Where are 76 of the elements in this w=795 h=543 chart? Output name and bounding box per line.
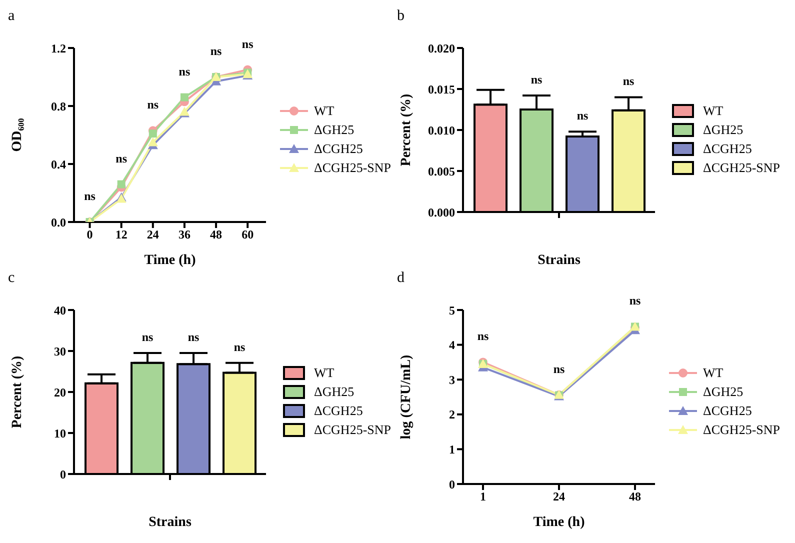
y-tick-label: 0.4 xyxy=(51,157,66,172)
data-label: ns xyxy=(576,108,589,123)
x-axis-title: Time (h) xyxy=(533,515,586,530)
legend-label: ΔCGH25 xyxy=(314,402,363,418)
y-tick-label: 0.010 xyxy=(428,123,455,138)
y-tick-label: 0 xyxy=(449,477,455,492)
y-tick-label: 4 xyxy=(449,338,455,352)
chart-title: d xyxy=(397,270,404,287)
y-tick-label: 0.000 xyxy=(428,205,455,220)
text: ns xyxy=(629,294,642,308)
legend-label: ΔGH25 xyxy=(314,384,354,400)
y-axis-title: Percent (%) xyxy=(398,93,414,166)
y-tick-label: 0.005 xyxy=(428,164,455,178)
y-tick-label: 0.015 xyxy=(428,82,455,96)
point xyxy=(148,137,158,146)
legend-label: WT xyxy=(314,102,334,118)
chart-title: c xyxy=(8,270,15,287)
data-label: ns xyxy=(622,74,635,88)
data-label: ns xyxy=(142,330,154,344)
legend-label: ΔGH25 xyxy=(703,122,744,138)
y-axis-title: OD₆₀₀ xyxy=(10,118,25,152)
y-axis-title: Percent (%) xyxy=(10,355,25,428)
x-axis-title: Strains xyxy=(538,253,581,268)
y-tick-label: 1.2 xyxy=(51,41,66,56)
annotation: ns xyxy=(84,189,96,203)
x-tick-label: 0 xyxy=(86,228,93,242)
x-axis-title: Strains xyxy=(148,515,192,530)
x-tick-label: 48 xyxy=(629,490,642,504)
legend-label: ΔCGH25-SNP xyxy=(703,422,780,438)
y-tick-label: 0 xyxy=(60,467,66,482)
annotation: ns xyxy=(147,98,159,112)
x-tick-label: 24 xyxy=(146,228,159,242)
annotation: ns xyxy=(477,329,489,344)
legend-label: ΔCGH25 xyxy=(703,402,752,418)
legend-label: WT xyxy=(703,364,724,380)
legend-label: ΔGH25 xyxy=(703,384,744,400)
y-tick-label: 10 xyxy=(54,426,66,440)
legend-label: ΔCGH25-SNP xyxy=(314,422,391,438)
legend-label: WT xyxy=(703,102,724,118)
y-tick-label: 20 xyxy=(54,385,66,400)
point xyxy=(148,130,157,138)
y-tick-label: 0.020 xyxy=(428,41,455,56)
x-tick-label: 36 xyxy=(178,228,190,242)
data-label: ns xyxy=(530,72,543,87)
point xyxy=(117,180,126,188)
y-tick-label: 3 xyxy=(449,372,455,387)
annotation: ns xyxy=(116,151,128,166)
data-label: ns xyxy=(188,330,200,344)
x-tick-label: 60 xyxy=(242,228,254,242)
legend-label: ΔGH25 xyxy=(314,122,354,138)
legend-label: ΔCGH25-SNP xyxy=(314,160,391,176)
y-axis-title: log (CFU/mL) xyxy=(398,354,414,440)
y-tick-label: 1 xyxy=(449,442,455,456)
annotation: ns xyxy=(553,362,566,376)
legend-label: ΔCGH25 xyxy=(314,140,363,156)
y-tick-label: 0.8 xyxy=(51,99,66,114)
y-tick-label: 40 xyxy=(54,303,66,318)
x-tick-label: 12 xyxy=(115,228,128,242)
y-tick-label: 0.0 xyxy=(51,215,66,230)
chart-title: b xyxy=(397,8,404,25)
data-label: ns xyxy=(234,340,246,354)
legend-label: ΔCGH25 xyxy=(703,140,752,156)
annotation: ns xyxy=(210,44,222,58)
chart-title: a xyxy=(8,8,15,25)
y-tick-label: 2 xyxy=(449,408,455,422)
annotation: ns xyxy=(242,36,254,51)
legend-label: WT xyxy=(314,364,334,380)
x-tick-label: 1 xyxy=(480,490,486,504)
point xyxy=(180,93,188,102)
x-axis-title: Time (h) xyxy=(144,253,196,268)
legend-label: ΔCGH25-SNP xyxy=(703,160,780,176)
y-tick-label: 30 xyxy=(54,344,66,358)
annotation: ns xyxy=(178,64,190,78)
y-tick-label: 5 xyxy=(449,303,455,318)
x-tick-label: 24 xyxy=(553,490,566,504)
x-tick-label: 48 xyxy=(210,228,222,242)
